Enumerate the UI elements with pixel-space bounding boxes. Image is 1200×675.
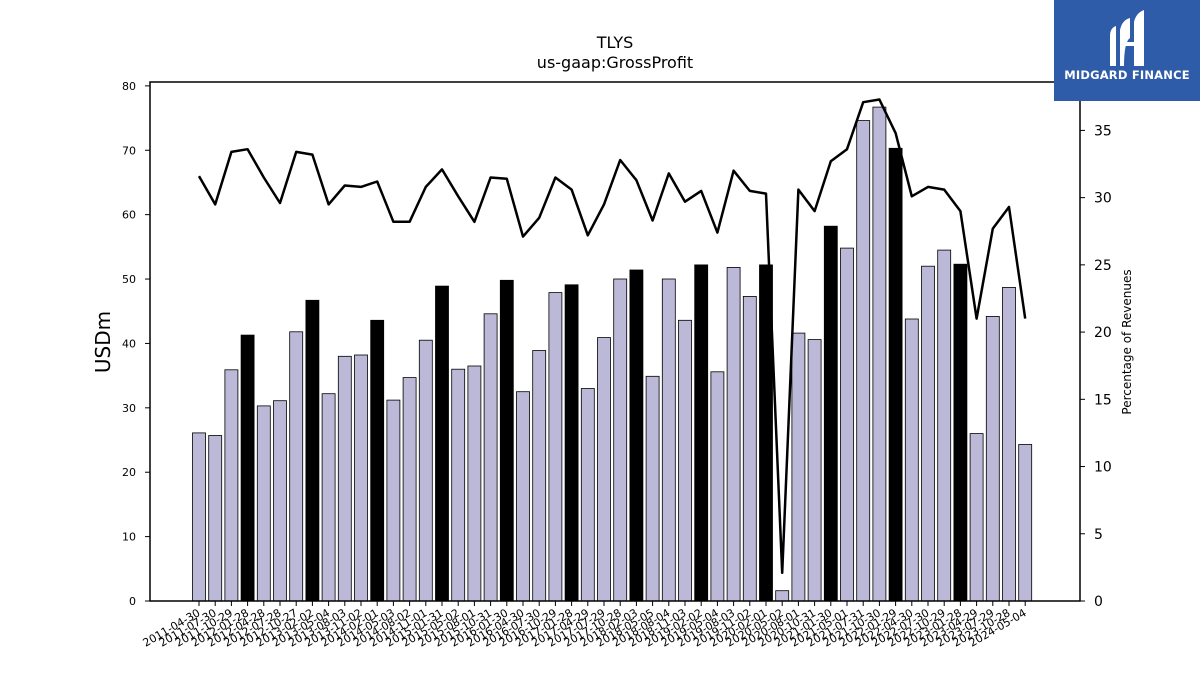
bar-2011-10-29 [224,369,239,602]
y-tick-label: 20 [122,466,136,479]
plot-frame [149,81,1081,602]
y-tick-label: 10 [122,531,136,544]
y-tick-label: 40 [122,337,136,350]
bar-2021-10-30 [872,106,887,602]
y-tick-label: 60 [122,209,136,222]
bar-2013-05-04 [321,393,336,602]
y-tick-label: 0 [129,595,136,608]
bar-2015-08-01 [467,365,482,602]
brand-logo: MIDGARD FINANCE [1054,0,1200,101]
chart-title: TLYS [596,33,634,52]
bar-2013-11-02 [354,354,368,602]
chart-subtitle: us-gaap:GrossProfit [537,53,693,72]
bar-2020-08-01 [791,332,806,602]
bar-2014-08-02 [402,377,417,602]
bar-2021-07-31 [856,120,871,602]
bar-2017-10-28 [613,278,628,602]
bar-2022-01-29 [888,147,903,602]
bar-2022-10-29 [937,249,952,602]
bar-2015-01-31 [435,285,449,602]
bar-2012-04-28 [256,405,271,602]
y-tick-label: 50 [122,273,136,286]
bar-2013-02-02 [305,299,320,602]
bar-2023-07-29 [985,315,1000,602]
bar-2019-05-04 [710,371,725,602]
bar-2022-04-30 [904,318,919,602]
y2-tick-label: 0 [1094,594,1103,610]
bar-2016-01-30 [499,279,514,602]
y2-tick-label: 30 [1094,191,1112,207]
x-axis-ticks: 2011-04-302011-07-302011-10-292012-01-28… [141,601,1029,650]
bar-2012-01-28 [240,334,255,602]
bar-2014-05-03 [386,399,401,602]
bar-2017-07-29 [597,337,611,602]
bar-2018-02-03 [629,269,644,602]
bar-2013-08-03 [337,355,352,602]
axes [149,81,1081,602]
bar-2011-04-30 [192,432,206,602]
bar-2017-01-28 [564,284,579,602]
bar-2018-08-04 [661,278,676,602]
bar-2016-07-30 [532,350,547,602]
y2-tick-label: 5 [1094,527,1103,543]
bar-2021-01-30 [823,225,838,602]
brand-name: MIDGARD FINANCE [1064,68,1190,82]
bar-2020-05-02 [775,590,790,602]
bar-2016-04-30 [516,391,530,602]
bar-2015-05-02 [451,368,466,602]
right-axis-ticks: 0 5 10 15 20 25 30 35 [1080,123,1112,610]
line-series [197,98,1027,575]
y-tick-label: 70 [122,144,136,157]
bar-2011-07-30 [208,435,223,602]
margin-line [197,98,1027,575]
y2-axis-label: Percentage of Revenues [1120,269,1134,414]
y-tick-label: 30 [122,402,136,415]
y2-tick-label: 15 [1094,392,1112,408]
bar-2014-11-01 [418,339,433,602]
y2-tick-label: 10 [1094,460,1112,476]
bar-2023-04-29 [969,433,984,602]
bar-2016-10-29 [548,292,563,602]
bar-2023-01-28 [953,263,968,602]
bar-2020-10-31 [807,339,822,602]
bar-2014-02-01 [370,319,385,602]
bar-2022-07-30 [921,265,935,602]
y2-tick-label: 35 [1094,123,1112,139]
y2-tick-label: 20 [1094,325,1112,341]
y-axis-label: USDm [91,311,115,373]
bar-2019-11-02 [742,295,757,602]
bar-2021-05-01 [840,247,854,602]
bar-2012-10-27 [289,331,304,602]
bar-2018-05-05 [645,375,660,602]
y-tick-label: 80 [122,80,136,93]
bar-2018-11-03 [678,319,692,602]
bar-2012-07-28 [273,400,287,602]
bar-2019-02-02 [694,264,709,602]
bar-2023-10-28 [1002,286,1016,602]
midgard-logo-icon [1110,10,1144,66]
left-axis-ticks: 0 10 20 30 40 50 60 70 80 [122,80,150,608]
bar-2024-05-04 [1018,444,1033,602]
bar-series [192,106,1033,602]
y2-tick-label: 25 [1094,258,1112,274]
bar-2019-08-03 [726,266,741,602]
chart-title-group: TLYS us-gaap:GrossProfit [537,33,693,72]
bar-2017-04-29 [580,388,595,602]
bar-2015-10-31 [483,313,498,602]
